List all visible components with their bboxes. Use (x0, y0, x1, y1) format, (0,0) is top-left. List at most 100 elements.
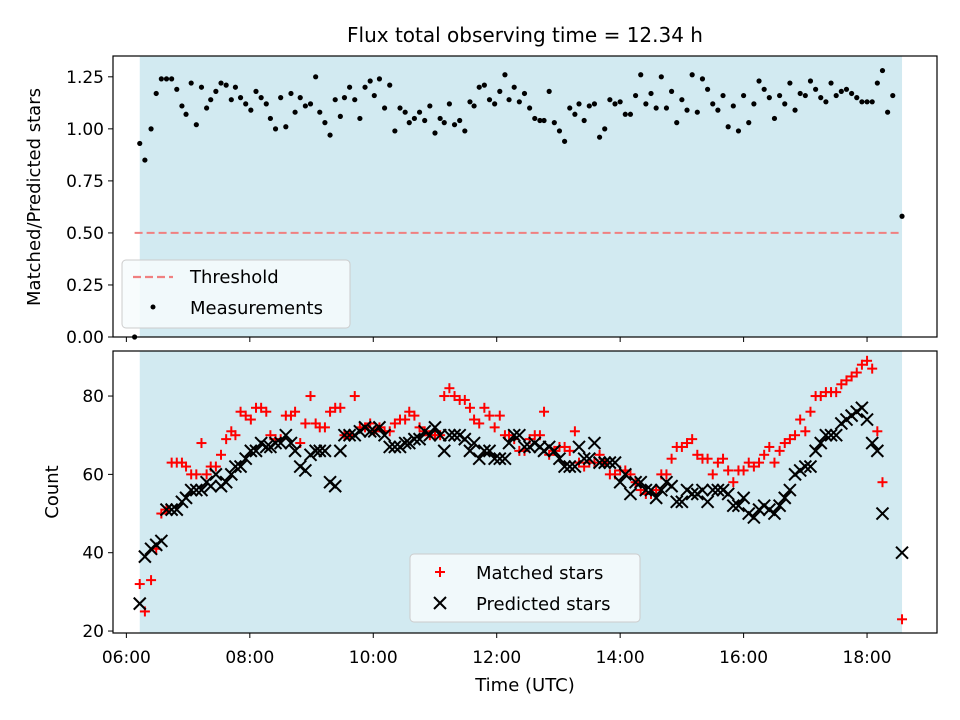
predicted-star-point (170, 502, 184, 517)
predicted-star-point (249, 444, 263, 458)
matched-star-point (300, 418, 311, 429)
predicted-star-point (618, 467, 633, 482)
measurement-point (297, 95, 303, 101)
measurement-point (148, 126, 154, 132)
predicted-star-point (803, 459, 818, 474)
bottom-y-axis-label: Count (42, 465, 63, 518)
measurement-point (679, 97, 685, 103)
measurement-point (188, 80, 194, 86)
x-tick-label: 16:00 (719, 648, 768, 668)
predicted-star-point (865, 436, 879, 450)
predicted-star-point (552, 452, 567, 466)
bottom-panel: 20 40 60 80 06:00 08:00 10:00 12:00 14:00 16:00 1… (42, 350, 938, 696)
matched-star-point (877, 477, 888, 488)
x-tick-label: 18:00 (843, 648, 892, 668)
measurement-point (267, 115, 273, 122)
y-tick-label: 0.25 (66, 276, 104, 296)
measurement-point (481, 82, 487, 88)
measurement-point (486, 97, 493, 103)
matched-star-point (235, 406, 246, 417)
bottom-legend: Matched stars Predicted stars (409, 553, 641, 623)
measurement-point (735, 128, 742, 134)
measurement-point (596, 134, 603, 140)
predicted-star-point (233, 459, 248, 474)
predicted-star-point (493, 452, 507, 466)
predicted-star-point (721, 487, 735, 501)
measurement-point (437, 115, 443, 122)
measurement-point (179, 103, 185, 109)
predicted-star-point (572, 440, 586, 454)
measurement-point (715, 107, 721, 113)
matched-star-point (743, 457, 754, 468)
predicted-star-point (808, 444, 823, 458)
predicted-star-point (726, 499, 741, 513)
matched-star-point (449, 391, 460, 402)
matched-star-point (702, 453, 713, 464)
matched-star-point (846, 371, 857, 382)
matched-star-point (831, 387, 842, 398)
measurement-point (838, 88, 844, 94)
matched-star-point (559, 441, 570, 452)
matched-star-point (181, 461, 192, 472)
matched-star-point (319, 422, 330, 433)
predicted-star-point (219, 475, 233, 489)
predicted-star-point (463, 444, 477, 458)
predicted-star-point (228, 459, 243, 474)
matched-star-point (790, 430, 801, 441)
predicted-star-point (288, 444, 302, 458)
measurement-point (586, 103, 592, 109)
matched-star-point (759, 449, 770, 460)
measurement-point (576, 101, 582, 107)
predicted-star-point (244, 444, 258, 458)
predicted-star-point (670, 495, 684, 509)
measurement-point (158, 76, 164, 82)
measurement-point (890, 92, 896, 99)
predicted-star-point (654, 483, 669, 497)
predicted-star-point (778, 491, 792, 505)
measurement-point (689, 72, 695, 78)
top-y-axis: 0.00 0.25 0.50 0.75 1.00 1.25 (66, 68, 113, 348)
measurement-point (218, 80, 224, 86)
predicted-star-point (472, 452, 486, 466)
measurement-point (813, 86, 819, 92)
predicted-star-point (598, 455, 612, 470)
y-tick-label: 60 (82, 465, 104, 485)
measurement-point (362, 84, 368, 90)
predicted-star-point (279, 428, 293, 442)
measurement-point (432, 130, 438, 136)
predicted-star-point (179, 491, 193, 505)
matched-star-point (400, 414, 411, 425)
measurement-point (725, 124, 731, 130)
predicted-star-point (383, 440, 397, 454)
predicted-star-point (437, 444, 451, 458)
measurement-point (833, 92, 839, 99)
matched-star-point (754, 457, 765, 468)
measurement-point (302, 103, 308, 109)
x-tick-label: 06:00 (102, 648, 151, 668)
measurement-point (228, 97, 234, 103)
matched-star-point (459, 394, 470, 405)
predicted-star-point (407, 432, 422, 446)
predicted-star-point (798, 459, 813, 474)
predicted-star-point (442, 428, 457, 442)
matched-star-point (349, 391, 360, 402)
predicted-star-point (639, 483, 653, 497)
predicted-star-point (517, 440, 532, 454)
matched-star-point (439, 391, 450, 402)
matched-star-point (676, 441, 687, 452)
predicted-star-point (164, 502, 179, 517)
measurement-point (704, 86, 711, 92)
measurement-point (357, 115, 363, 122)
predicted-star-point (487, 452, 502, 466)
measurement-point (492, 101, 498, 107)
measurement-point (502, 72, 508, 78)
measurement-point (746, 120, 752, 126)
matched-star-point (469, 414, 480, 425)
predicted-star-point (870, 444, 885, 458)
matched-star-point (867, 363, 878, 374)
predicted-star-point (398, 436, 412, 450)
measurement-point (462, 128, 468, 134)
measurement-point (874, 80, 880, 86)
predicted-star-point (377, 428, 392, 442)
predicted-star-point (547, 444, 562, 458)
